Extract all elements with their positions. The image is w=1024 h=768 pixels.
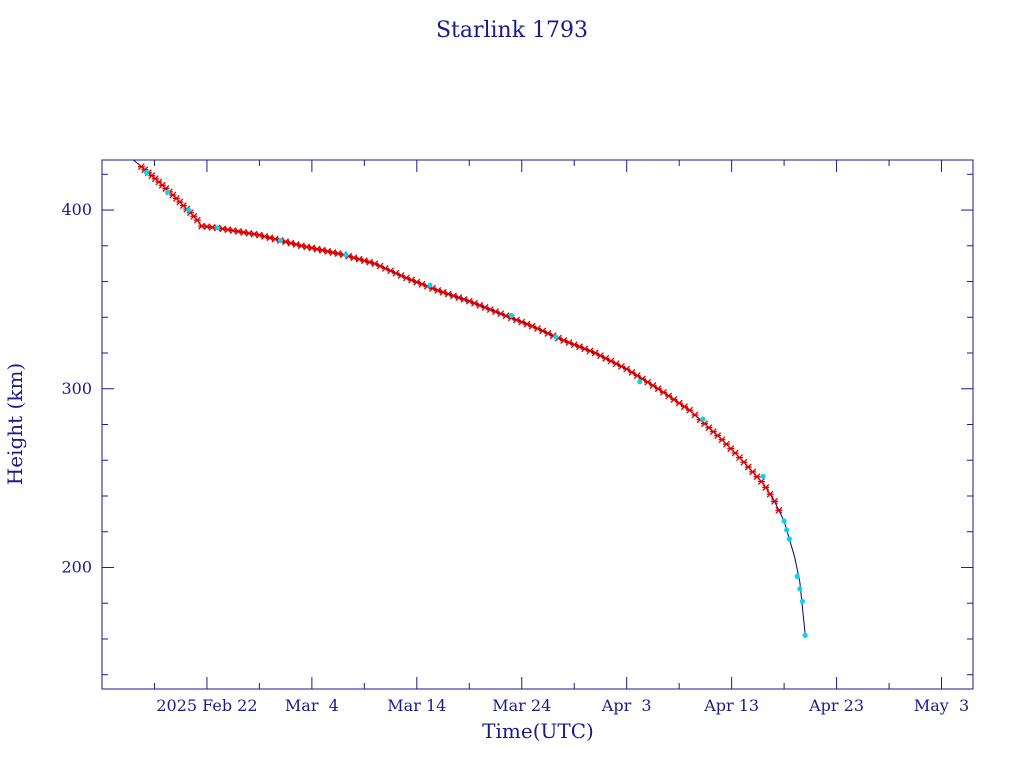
y-tick-label: 400 [61, 200, 92, 219]
x-tick-label: May 3 [914, 696, 969, 715]
x-tick-label: Apr 13 [703, 696, 759, 715]
red-data-point [219, 225, 227, 233]
red-data-point [255, 231, 263, 239]
cyan-data-point [214, 225, 221, 231]
red-data-point [234, 228, 242, 235]
red-data-point [240, 228, 248, 236]
cyan-data-point [343, 252, 349, 258]
red-data-point [229, 227, 237, 235]
cyan-data-point [143, 169, 150, 176]
red-data-point [775, 506, 783, 514]
cyan-data-point [185, 207, 192, 213]
red-data-point [261, 232, 269, 240]
red-data-point [654, 385, 662, 393]
red-data-point [271, 235, 279, 243]
tick-labels: 2025 Feb 22 Mar 4 Mar 14 Mar 24 Apr 3 Apr 13 A… [61, 200, 969, 715]
x-tick-label: 2025 Feb 22 [156, 696, 257, 715]
red-data-point [287, 239, 295, 247]
chart-title: Starlink 1793 [436, 18, 588, 43]
cyan-data-point [784, 527, 790, 533]
red-data-point [675, 399, 683, 407]
red-data-point [313, 245, 321, 253]
red-data-point [691, 411, 699, 419]
red-data-point [770, 497, 778, 505]
y-tick-label: 200 [61, 557, 92, 576]
red-data-point [334, 250, 342, 258]
cyan-data-point [760, 473, 766, 479]
red-data-point [659, 388, 667, 396]
plot-frame [101, 159, 974, 690]
red-data-point [266, 234, 274, 242]
red-data-point [766, 490, 774, 498]
x-tick-label: Mar 24 [492, 696, 551, 715]
red-data-point [623, 365, 631, 373]
cyan-data-point [794, 573, 800, 580]
x-tick-label: Apr 3 [601, 696, 652, 715]
red-data-point [329, 249, 337, 256]
y-tick-label: 300 [61, 379, 92, 398]
red-data-point [250, 230, 258, 238]
red-data-point [686, 406, 694, 414]
x-axis-label: Time(UTC) [482, 719, 594, 743]
cyan-data-point [781, 518, 787, 524]
cyan-data-point [277, 237, 283, 244]
plot-area [133, 159, 808, 638]
cyan-marker-series [143, 169, 808, 638]
x-tick-label: Mar 4 [285, 696, 339, 715]
cyan-data-point [799, 598, 806, 605]
red-data-point [762, 484, 770, 491]
cyan-data-point [700, 416, 706, 422]
cyan-data-point [427, 282, 433, 288]
x-tick-label: Apr 23 [808, 696, 864, 715]
red-data-point [680, 403, 688, 411]
red-data-point [665, 392, 673, 400]
red-data-point [193, 216, 201, 224]
cyan-data-point [797, 586, 803, 592]
red-data-point [224, 226, 232, 234]
cyan-data-point [637, 379, 643, 385]
red-data-point [628, 368, 636, 376]
cyan-data-point [786, 536, 792, 542]
cyan-data-point [802, 632, 808, 638]
red-data-point [245, 229, 253, 237]
red-data-point [649, 382, 657, 389]
x-tick-label: Mar 14 [387, 696, 446, 715]
red-data-point [644, 378, 652, 386]
red-data-point [757, 478, 765, 485]
red-data-point [297, 242, 305, 250]
red-data-point [633, 372, 641, 380]
red-data-point [282, 238, 290, 246]
red-data-point [670, 396, 678, 403]
cyan-data-point [164, 189, 171, 195]
y-axis-label: Height (km) [3, 363, 27, 485]
red-data-point [292, 240, 300, 248]
red-data-point [303, 243, 311, 251]
red-data-point [318, 246, 326, 254]
axis-ticks [101, 160, 973, 689]
red-marker-series [137, 163, 783, 514]
red-data-point [324, 247, 332, 255]
red-data-point [308, 244, 316, 252]
cyan-data-point [553, 334, 559, 340]
cyan-data-point [508, 312, 514, 319]
